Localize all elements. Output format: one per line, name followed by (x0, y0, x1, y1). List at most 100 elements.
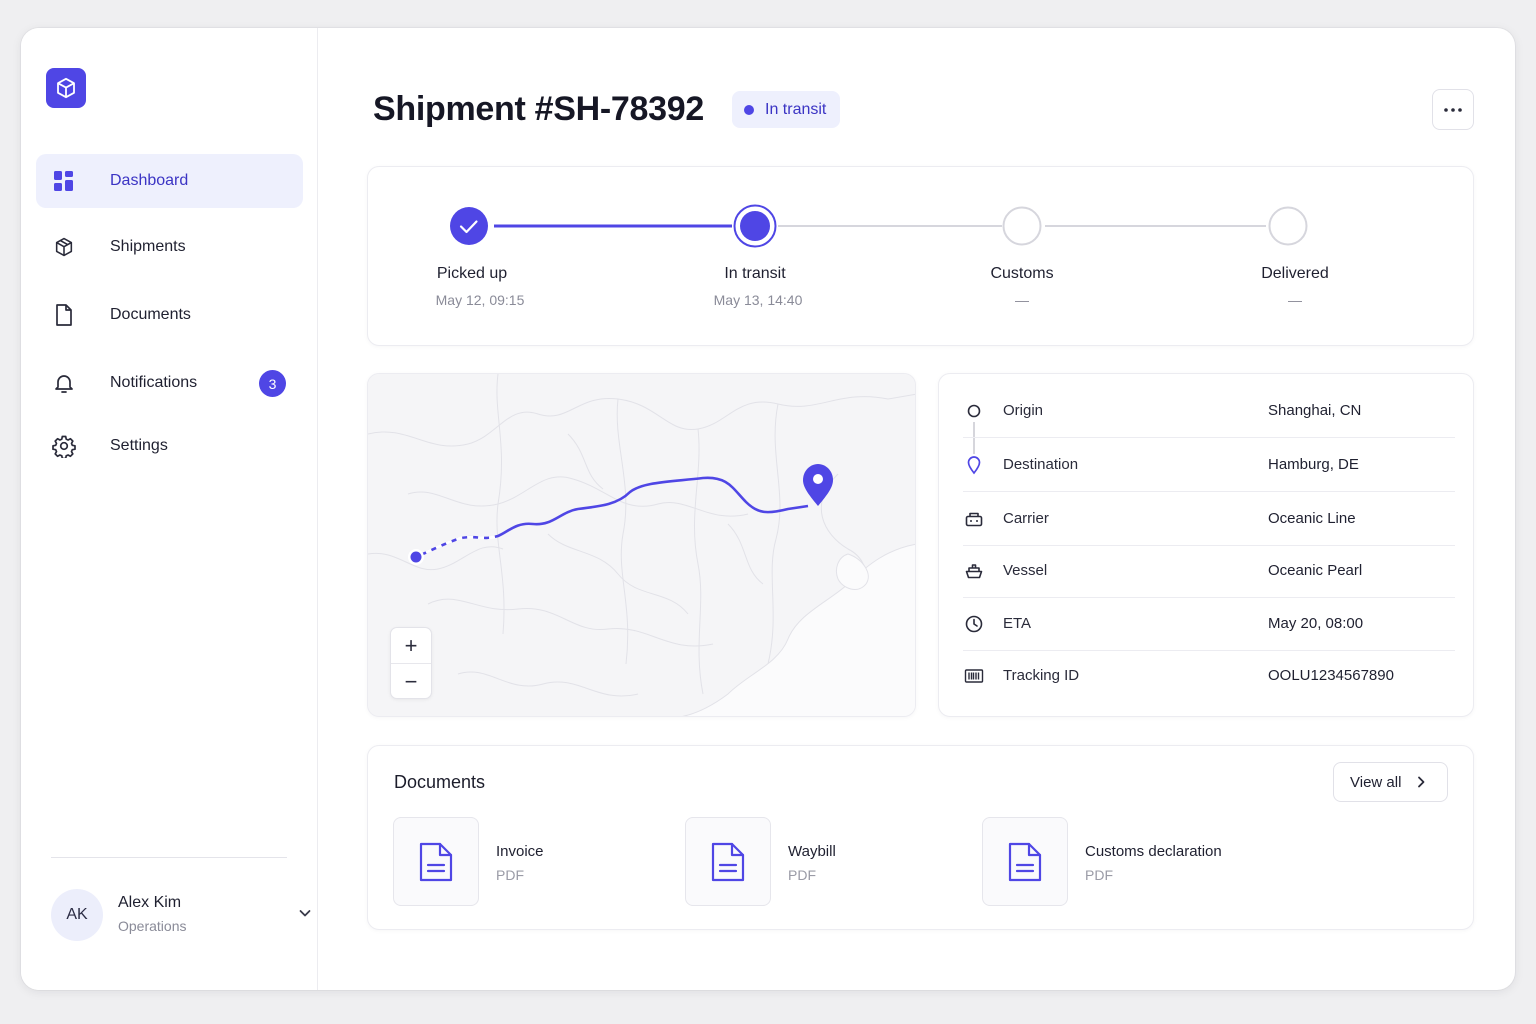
document-type: PDF (496, 867, 524, 883)
bell-icon (52, 371, 76, 395)
step-time-customs: — (1015, 292, 1029, 308)
user-role: Operations (118, 918, 187, 934)
divider (963, 491, 1455, 492)
map-zoom-control: + − (390, 627, 432, 699)
user-profile[interactable]: AK Alex Kim Operations (51, 889, 311, 943)
sidebar-item-dashboard[interactable]: Dashboard (36, 154, 303, 208)
app-window: Dashboard Shipments Documents (21, 28, 1515, 990)
sidebar-item-notifications[interactable]: Notifications 3 (36, 356, 303, 410)
grid-icon (52, 169, 76, 193)
sidebar-item-label: Notifications (110, 374, 198, 391)
step-pending-marker (1268, 206, 1308, 246)
step-done-marker (450, 207, 488, 245)
destination-pin-icon (803, 464, 833, 506)
document-name: Invoice (496, 843, 544, 860)
detail-value: May 20, 08:00 (1268, 615, 1364, 632)
step-label-in-transit: In transit (724, 265, 786, 282)
cube-outline-icon (52, 235, 76, 259)
sidebar-item-label: Documents (110, 306, 191, 323)
clock-icon (963, 613, 985, 635)
detail-label: Tracking ID (1003, 667, 1080, 684)
chevron-down-icon[interactable] (297, 905, 313, 926)
gear-icon (52, 434, 76, 458)
file-icon (52, 303, 76, 327)
detail-row-eta: ETA May 20, 08:00 (963, 599, 1455, 651)
divider (963, 437, 1455, 438)
detail-value: Oceanic Pearl (1268, 562, 1363, 579)
document-icon (711, 842, 745, 881)
sidebar-item-shipments[interactable]: Shipments (36, 220, 303, 274)
page-title: Shipment #SH-78392 (373, 90, 704, 128)
sidebar-item-label: Shipments (110, 238, 186, 255)
divider (963, 597, 1455, 598)
step-label-picked-up: Picked up (436, 265, 508, 282)
sidebar-item-settings[interactable]: Settings (36, 419, 303, 473)
tracking-id-value[interactable]: OOLU1234567890 (1268, 667, 1394, 684)
sidebar-item-label: Settings (110, 437, 168, 454)
progress-track (450, 204, 1308, 248)
view-all-label: View all (1350, 773, 1402, 791)
barcode-icon (963, 665, 985, 687)
avatar: AK (51, 889, 103, 941)
status-badge: In transit (732, 91, 841, 128)
detail-row-vessel: Vessel Oceanic Pearl (963, 546, 1455, 598)
detail-value: Shanghai, CN (1268, 402, 1362, 419)
shipment-details-card: Origin Shanghai, CN Destination Hamburg,… (938, 373, 1474, 717)
detail-label: Vessel (1003, 562, 1048, 579)
sidebar: Dashboard Shipments Documents (21, 28, 318, 990)
chevron-right-icon (1418, 776, 1425, 788)
truck-icon (963, 508, 985, 530)
step-label-customs: Customs (990, 265, 1054, 282)
zoom-out-button[interactable]: − (404, 668, 418, 694)
origin-circle-icon (963, 400, 985, 422)
view-all-button[interactable]: View all (1333, 762, 1448, 802)
zoom-in-button[interactable]: + (404, 632, 418, 658)
status-dot (744, 104, 754, 115)
divider (963, 650, 1455, 651)
route-map[interactable]: + − (367, 373, 916, 717)
app-logo[interactable] (46, 68, 86, 108)
detail-row-carrier: Carrier Oceanic Line (963, 494, 1455, 546)
zoom-divider (391, 663, 431, 664)
route-dash-mask (415, 534, 499, 559)
document-thumbnail[interactable] (982, 817, 1068, 906)
document-icon (419, 842, 453, 881)
document-name: Waybill (788, 843, 836, 860)
detail-value: Oceanic Line (1268, 510, 1356, 527)
documents-title: Documents (394, 772, 486, 792)
document-type: PDF (788, 867, 816, 883)
document-name: Customs declaration (1085, 843, 1222, 860)
detail-label: Carrier (1003, 510, 1049, 527)
divider (963, 545, 1455, 546)
step-time-picked-up: May 12, 09:15 (435, 292, 525, 308)
sidebar-item-label: Dashboard (110, 172, 189, 189)
notification-count-badge: 3 (259, 370, 286, 397)
sidebar-item-documents[interactable]: Documents (36, 288, 303, 342)
step-time-delivered: — (1288, 292, 1302, 308)
map-canvas (368, 374, 915, 716)
check-icon (459, 220, 478, 234)
detail-label: Destination (1003, 456, 1079, 473)
documents-card: Documents View all Invoice PDF Waybill P… (367, 745, 1474, 930)
document-thumbnail[interactable] (685, 817, 771, 906)
more-options-button[interactable] (1432, 89, 1474, 130)
step-pending-marker (1002, 206, 1042, 246)
destination-pin-icon (963, 454, 985, 476)
ship-icon (963, 560, 985, 582)
detail-row-origin: Origin Shanghai, CN (963, 386, 1455, 438)
detail-value: Hamburg, DE (1268, 456, 1359, 473)
document-icon (1008, 842, 1042, 881)
detail-label: ETA (1003, 615, 1032, 632)
detail-label: Origin (1003, 402, 1044, 419)
sidebar-divider (51, 857, 287, 858)
more-horizontal-icon (1444, 107, 1462, 112)
step-label-delivered: Delivered (1261, 265, 1329, 282)
shipment-progress-card: Picked up May 12, 09:15 In transit May 1… (367, 166, 1474, 346)
step-time-in-transit: May 13, 14:40 (713, 292, 803, 308)
cube-icon (57, 77, 75, 99)
status-text: In transit (765, 100, 827, 118)
document-thumbnail[interactable] (393, 817, 479, 906)
route-connector (973, 422, 975, 454)
user-name: Alex Kim (118, 894, 182, 911)
detail-row-destination: Destination Hamburg, DE (963, 440, 1455, 492)
